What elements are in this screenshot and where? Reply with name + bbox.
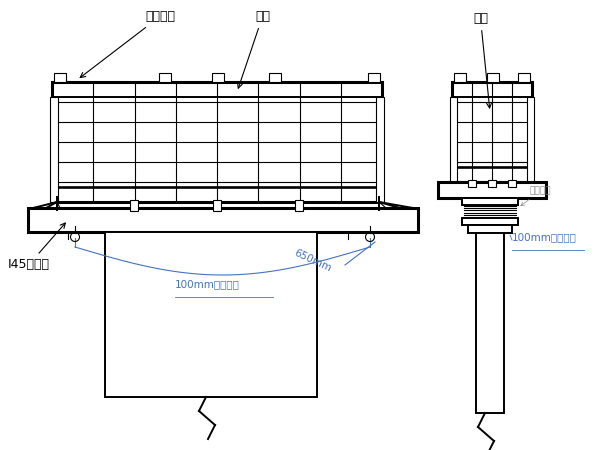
Bar (50, 97, 58, 202)
Text: 拉杆: 拉杆 (473, 12, 491, 108)
Text: 对拉螺栓: 对拉螺栓 (521, 186, 551, 206)
Bar (28, 208, 418, 232)
Text: 钢模: 钢模 (238, 10, 270, 88)
Bar (468, 180, 476, 187)
Bar (159, 73, 171, 82)
Bar (462, 198, 518, 205)
Text: 100mm圆钢扁担: 100mm圆钢扁担 (512, 232, 577, 242)
Bar (454, 73, 466, 82)
Bar (518, 73, 530, 82)
Bar (52, 82, 382, 202)
Text: 100mm圆钢扁担: 100mm圆钢扁担 (175, 279, 239, 289)
Bar (130, 200, 138, 211)
Text: 型钢背枋: 型钢背枋 (80, 10, 175, 77)
Bar (295, 200, 303, 211)
Bar (212, 73, 224, 82)
Bar (452, 82, 532, 182)
Bar (105, 232, 317, 397)
Bar (376, 97, 384, 202)
Bar (450, 97, 457, 182)
Bar (508, 180, 516, 187)
Bar (488, 180, 496, 187)
Bar (468, 225, 512, 233)
Bar (438, 182, 546, 198)
Text: 650mm: 650mm (292, 248, 332, 274)
Bar (368, 73, 380, 82)
Bar (269, 73, 281, 82)
Text: I45承重梁: I45承重梁 (8, 223, 65, 271)
Bar (487, 73, 499, 82)
Bar (527, 97, 534, 182)
Bar (462, 218, 518, 225)
Bar (213, 200, 221, 211)
Bar (54, 73, 66, 82)
Bar (476, 233, 504, 413)
